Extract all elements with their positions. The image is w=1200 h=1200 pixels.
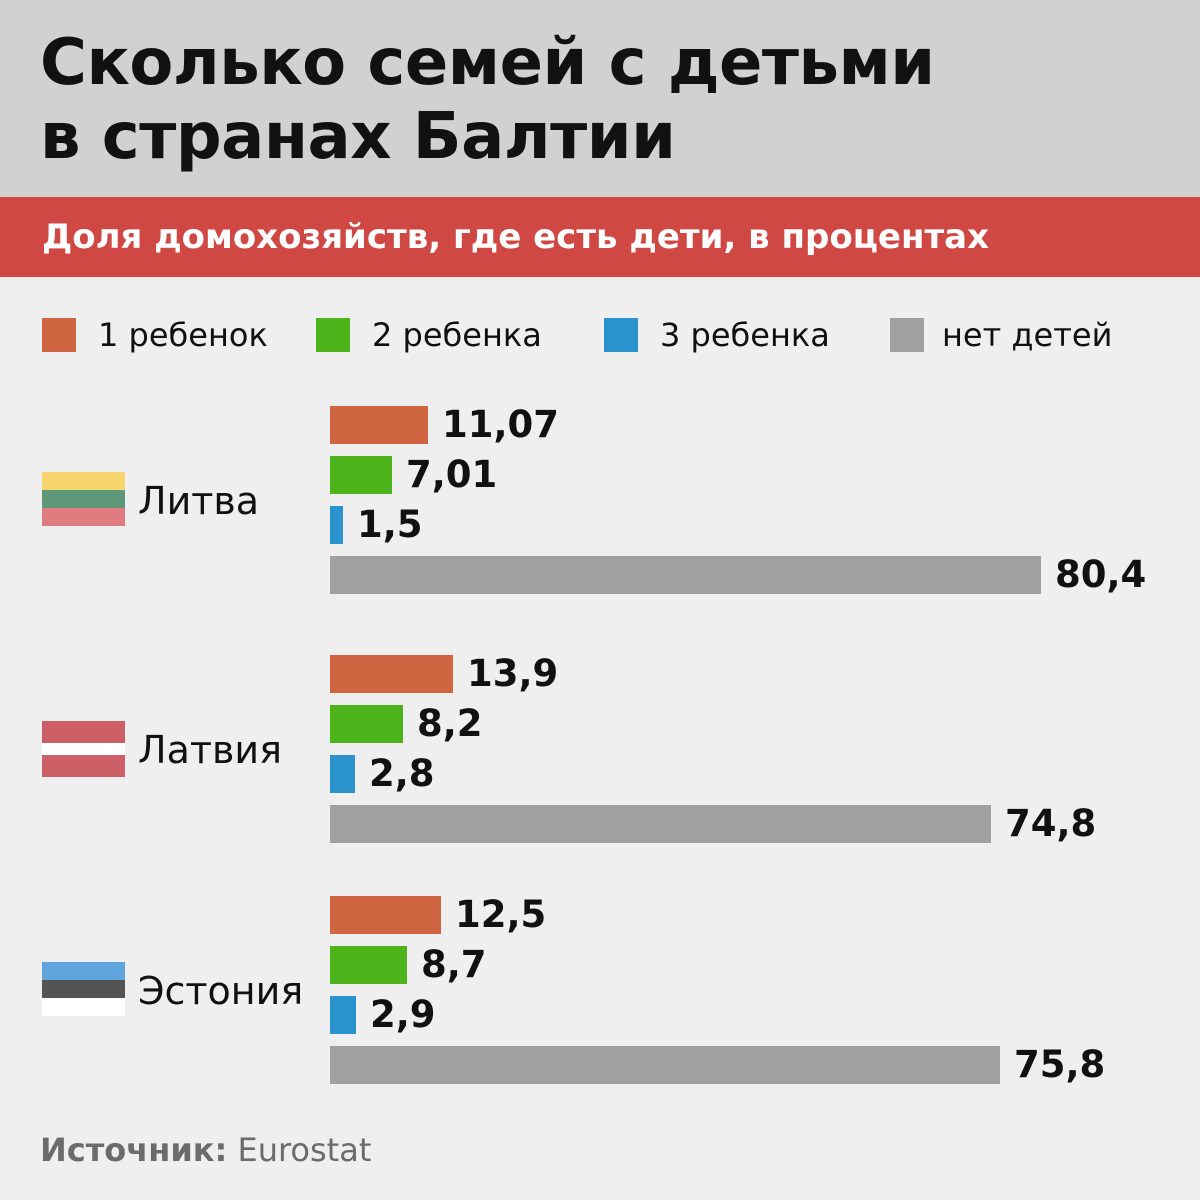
legend-label-two-children: 2 ребенка: [372, 316, 542, 354]
flag-stripe: [42, 472, 125, 490]
bar-latvia-three-children: [330, 755, 355, 793]
flag-stripe: [42, 980, 125, 998]
title-line-1: Сколько семей с детьми: [40, 26, 935, 100]
flag-stripe: [42, 755, 125, 777]
bar-lithuania-two-children: [330, 456, 392, 494]
legend-label-no-children: нет детей: [942, 316, 1113, 354]
bar-value-estonia-three-children: 2,9: [370, 993, 436, 1036]
bar-value-latvia-one-child: 13,9: [467, 652, 559, 695]
flag-stripe: [42, 962, 125, 980]
legend-swatch-three-children: [604, 318, 638, 352]
bar-estonia-no-children: [330, 1046, 1000, 1084]
bar-value-lithuania-one-child: 11,07: [442, 403, 560, 446]
bar-estonia-one-child: [330, 896, 441, 934]
country-label-lithuania: Литва: [138, 479, 260, 523]
title-line-2: в странах Балтии: [40, 100, 676, 174]
lithuania-flag-icon: [42, 472, 125, 526]
bar-value-estonia-two-children: 8,7: [421, 943, 487, 986]
bar-latvia-no-children: [330, 805, 991, 843]
flag-stripe: [42, 998, 125, 1016]
bar-estonia-two-children: [330, 946, 407, 984]
legend-swatch-two-children: [316, 318, 350, 352]
bar-value-lithuania-no-children: 80,4: [1055, 553, 1147, 596]
bar-lithuania-no-children: [330, 556, 1041, 594]
bar-value-latvia-three-children: 2,8: [369, 752, 435, 795]
bar-estonia-three-children: [330, 996, 356, 1034]
flag-stripe: [42, 490, 125, 508]
bar-value-latvia-no-children: 74,8: [1005, 802, 1097, 845]
flag-stripe: [42, 721, 125, 743]
source-label: Источник:: [40, 1131, 228, 1169]
country-label-estonia: Эстония: [138, 969, 304, 1013]
page-title: Сколько семей с детьми в странах Балтии: [40, 26, 935, 174]
latvia-flag-icon: [42, 721, 125, 777]
bar-lithuania-three-children: [330, 506, 343, 544]
legend-label-one-child: 1 ребенок: [98, 316, 268, 354]
country-label-latvia: Латвия: [138, 728, 282, 772]
subtitle-bar: Доля домохозяйств, где есть дети, в проц…: [0, 197, 1200, 277]
bar-value-lithuania-two-children: 7,01: [406, 453, 498, 496]
subtitle: Доля домохозяйств, где есть дети, в проц…: [42, 217, 990, 257]
bar-value-lithuania-three-children: 1,5: [357, 503, 423, 546]
bar-value-latvia-two-children: 8,2: [417, 702, 483, 745]
estonia-flag-icon: [42, 962, 125, 1016]
bar-latvia-one-child: [330, 655, 453, 693]
legend-label-three-children: 3 ребенка: [660, 316, 830, 354]
flag-stripe: [42, 743, 125, 755]
flag-stripe: [42, 508, 125, 526]
source-value: Eurostat: [237, 1131, 372, 1169]
bar-lithuania-one-child: [330, 406, 428, 444]
bar-value-estonia-one-child: 12,5: [455, 893, 547, 936]
legend-swatch-one-child: [42, 318, 76, 352]
bar-value-estonia-no-children: 75,8: [1014, 1043, 1106, 1086]
header: Сколько семей с детьми в странах Балтии: [0, 0, 1200, 197]
source-note: Источник: Eurostat: [40, 1130, 371, 1170]
bar-latvia-two-children: [330, 705, 403, 743]
legend-swatch-no-children: [890, 318, 924, 352]
